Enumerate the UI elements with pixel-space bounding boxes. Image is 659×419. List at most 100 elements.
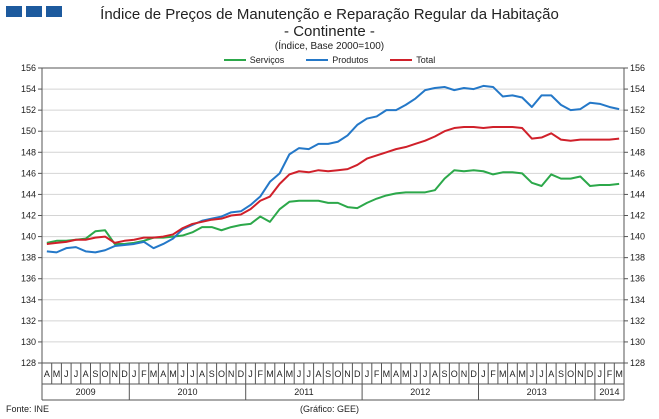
month-label: S — [558, 369, 564, 379]
y-tick-label-right: 142 — [630, 211, 645, 221]
month-label: N — [228, 369, 235, 379]
month-label: O — [334, 369, 341, 379]
month-label: J — [180, 369, 185, 379]
y-tick-label: 146 — [21, 168, 36, 178]
y-tick-label: 154 — [21, 84, 36, 94]
y-tick-label: 156 — [21, 63, 36, 73]
legend-swatch-produtos — [306, 59, 329, 61]
month-label: A — [160, 369, 166, 379]
month-label: J — [530, 369, 535, 379]
month-label: J — [598, 369, 603, 379]
month-label: D — [354, 369, 361, 379]
month-label: S — [442, 369, 448, 379]
y-tick-label-right: 138 — [630, 253, 645, 263]
y-tick-label: 134 — [21, 295, 36, 305]
series-line-total — [46, 126, 620, 245]
year-label: 2009 — [76, 387, 96, 397]
logo-block — [26, 6, 42, 17]
y-tick-label-right: 128 — [630, 358, 645, 368]
legend: Serviços Produtos Total — [0, 55, 659, 65]
y-tick-label: 136 — [21, 274, 36, 284]
y-tick-label-right: 130 — [630, 337, 645, 347]
y-tick-label-right: 156 — [630, 63, 645, 73]
month-label: F — [258, 369, 264, 379]
legend-label-produtos: Produtos — [332, 55, 369, 65]
month-label: M — [518, 369, 526, 379]
month-label: A — [199, 369, 205, 379]
source-note: Fonte: INE — [6, 404, 50, 414]
y-tick-label-right: 132 — [630, 316, 645, 326]
y-tick-label: 142 — [21, 211, 36, 221]
month-label: O — [218, 369, 225, 379]
y-tick-label-right: 154 — [630, 84, 645, 94]
year-label: 2011 — [294, 387, 313, 397]
series-line-produtos — [46, 84, 620, 254]
legend-item-produtos: Produtos — [306, 55, 368, 65]
month-label: S — [92, 369, 98, 379]
legend-swatch-total — [390, 59, 413, 61]
month-label: O — [451, 369, 458, 379]
year-label: 2013 — [527, 387, 547, 397]
month-label: F — [141, 369, 147, 379]
month-label: J — [64, 369, 69, 379]
month-label: F — [374, 369, 380, 379]
month-label: O — [102, 369, 109, 379]
y-tick-label: 140 — [21, 232, 36, 242]
y-tick-label: 130 — [21, 337, 36, 347]
y-tick-label: 128 — [21, 358, 36, 368]
month-label: D — [587, 369, 594, 379]
y-tick-label-right: 136 — [630, 274, 645, 284]
month-label: N — [344, 369, 351, 379]
month-label: J — [297, 369, 302, 379]
month-label: J — [307, 369, 312, 379]
y-tick-label: 152 — [21, 105, 36, 115]
month-label: M — [286, 369, 294, 379]
month-label: M — [499, 369, 507, 379]
year-label: 2012 — [410, 387, 430, 397]
y-tick-label-right: 134 — [630, 295, 645, 305]
year-label: 2010 — [177, 387, 197, 397]
month-label: O — [567, 369, 574, 379]
y-tick-label: 148 — [21, 147, 36, 157]
month-label: M — [383, 369, 391, 379]
month-label: M — [615, 369, 623, 379]
month-label: M — [150, 369, 158, 379]
month-label: D — [470, 369, 477, 379]
month-label: D — [121, 369, 128, 379]
legend-label-total: Total — [416, 55, 436, 65]
month-label: J — [413, 369, 418, 379]
legend-item-servicos: Serviços — [223, 55, 284, 65]
month-label: J — [365, 369, 370, 379]
gee-logo — [6, 6, 62, 17]
month-label: S — [209, 369, 215, 379]
month-label: J — [539, 369, 544, 379]
month-label: M — [402, 369, 410, 379]
y-tick-label-right: 146 — [630, 168, 645, 178]
month-label: A — [44, 369, 50, 379]
month-label: A — [548, 369, 554, 379]
chart-note: (Índice, Base 2000=100) — [274, 41, 385, 52]
month-label: N — [461, 369, 468, 379]
month-label: M — [169, 369, 177, 379]
month-label: J — [423, 369, 428, 379]
credit-note: (Gráfico: GEE) — [300, 404, 360, 414]
logo-block — [6, 6, 22, 17]
month-label: J — [74, 369, 79, 379]
month-label: J — [132, 369, 137, 379]
month-label: D — [238, 369, 245, 379]
y-tick-label-right: 152 — [630, 105, 645, 115]
logo-block — [46, 6, 62, 17]
y-tick-label-right: 140 — [630, 232, 645, 242]
month-label: A — [83, 369, 89, 379]
y-tick-label-right: 148 — [630, 147, 645, 157]
legend-swatch-servicos — [223, 59, 246, 61]
month-label: M — [53, 369, 61, 379]
y-tick-label: 144 — [21, 189, 36, 199]
y-tick-label-right: 144 — [630, 189, 645, 199]
month-label: N — [577, 369, 584, 379]
month-label: N — [112, 369, 119, 379]
month-label: J — [248, 369, 253, 379]
y-tick-label-right: 150 — [630, 126, 645, 136]
month-label: A — [509, 369, 515, 379]
